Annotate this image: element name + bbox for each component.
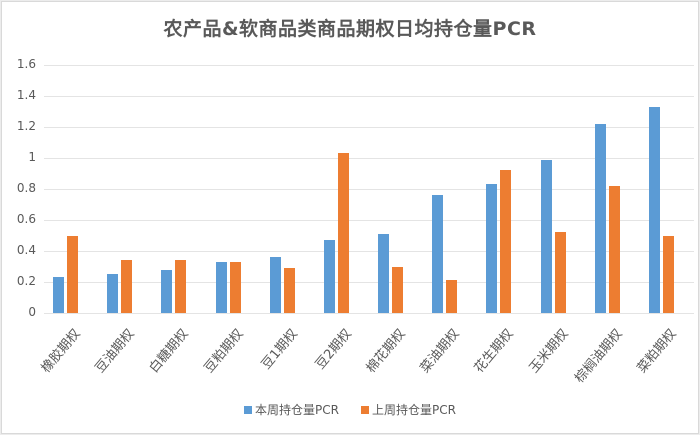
y-tick-label: 0.8 [16,181,36,195]
gridline [44,96,694,97]
legend-swatch-icon [244,405,253,414]
bar-last-week [392,266,404,313]
bar-this-week [269,257,281,313]
gridline [44,158,694,159]
bar-this-week [323,240,335,313]
bar-last-week [500,170,512,313]
legend-label: 本周持仓量PCR [255,403,339,417]
bar-this-week [53,277,65,313]
x-tick-label: 菜油期权 [417,326,463,377]
x-tick-label: 玉米期权 [526,326,572,377]
x-tick-label: 白糖期权 [147,326,192,377]
bar-this-week [594,123,606,313]
x-tick-label: 花生期权 [472,326,517,377]
y-tick-label: 1.4 [16,88,36,102]
bar-last-week [121,260,133,313]
y-tick-label: 0.6 [16,212,36,226]
y-tick-label: 1.6 [16,57,36,71]
gridline [44,220,694,221]
legend-item: 本周持仓量PCR [244,401,339,418]
bar-last-week [608,185,620,313]
y-tick-label: 0 [28,305,36,319]
bar-this-week [432,195,444,313]
gridline [44,251,694,252]
x-tick-label: 橡胶期权 [38,326,84,377]
x-tick-label: 棕榈油期权 [572,326,626,387]
y-tick-label: 0.2 [16,274,36,288]
bar-this-week [161,269,173,313]
bar-last-week [337,153,349,313]
legend-swatch-icon [361,405,369,414]
bar-last-week [229,261,241,313]
bar-last-week [446,280,458,313]
plot-area: 0 0.2 0.4 0.6 0.8 1 1.2 1.4 1.6 [17,57,694,319]
bar-this-week [540,159,552,313]
y-tick-label: 1 [28,150,36,164]
gridline [44,282,694,283]
bar-last-week [554,232,566,313]
x-tick-label: 菜粕期权 [634,326,680,377]
bar-this-week [378,233,390,313]
y-tick-label: 0.4 [16,243,36,257]
gridline [44,127,694,128]
x-tick-label: 豆油期权 [92,326,138,377]
x-tick-label: 豆2期权 [312,326,355,373]
legend: 本周持仓量PCR 上周持仓量PCR [2,401,698,418]
bar-this-week [648,106,660,313]
bar-this-week [215,261,227,313]
gridline [44,313,694,314]
y-tick-label: 1.2 [16,119,36,133]
bar-last-week [175,260,187,313]
chart-title: 农产品&软商品类商品期权日均持仓量PCR [163,18,537,40]
legend-item: 上周持仓量PCR [361,401,456,418]
bar-last-week [662,235,674,313]
bar-last-week [67,235,79,313]
bar-this-week [107,274,119,313]
x-tick-label: 豆粕期权 [201,326,247,377]
bar-last-week [283,268,295,313]
legend-label: 上周持仓量PCR [372,403,456,417]
gridline [44,65,694,66]
bar-this-week [486,184,498,313]
x-tick-label: 豆1期权 [258,326,301,373]
x-tick-label: 棉花期权 [363,326,409,377]
gridline [44,189,694,190]
